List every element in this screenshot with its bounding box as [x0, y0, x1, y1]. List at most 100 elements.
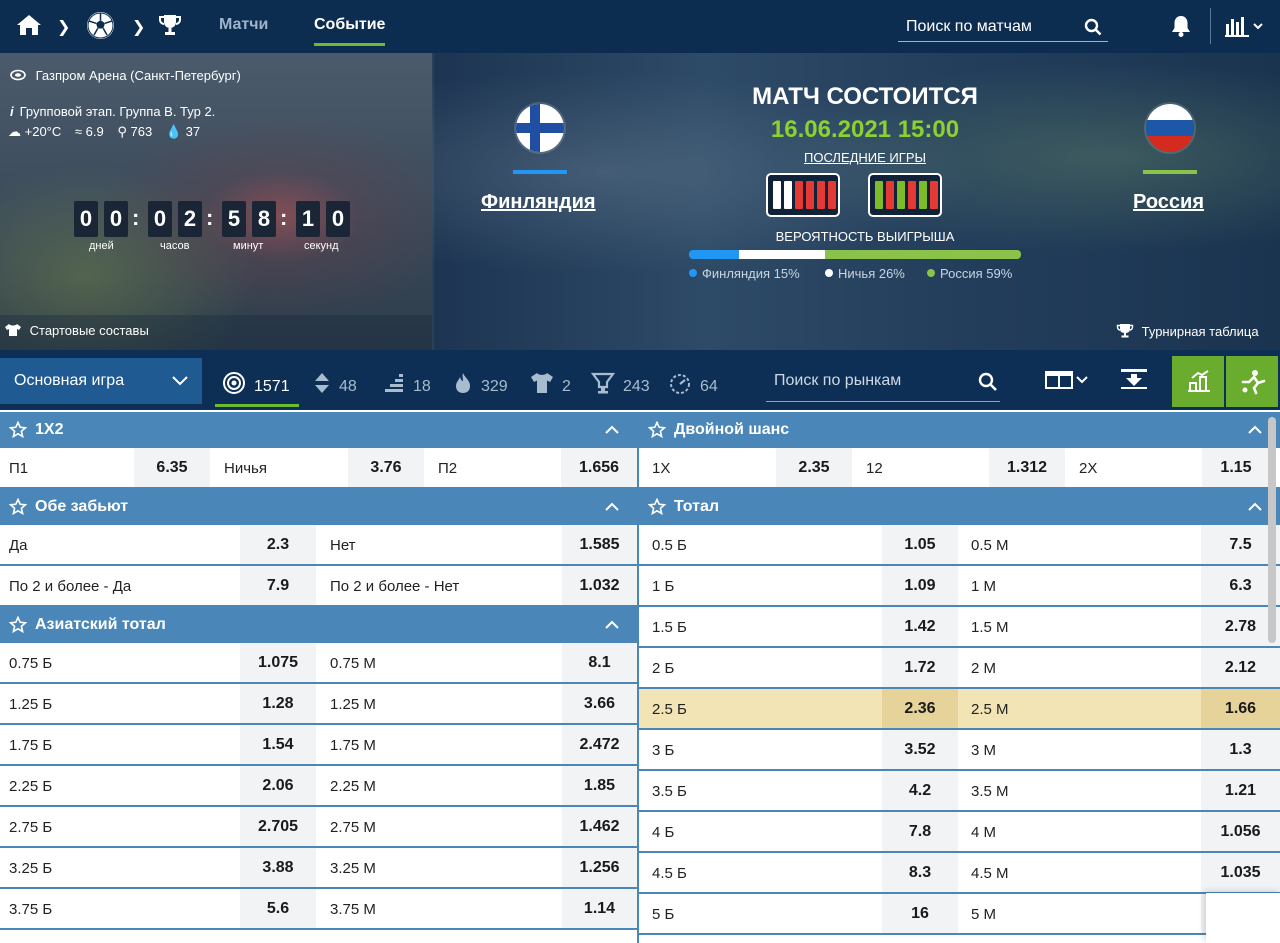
- odds-button[interactable]: 1.056: [1201, 812, 1280, 851]
- odds-button[interactable]: 8.1: [562, 643, 637, 682]
- countdown-separator: :: [206, 205, 214, 230]
- tab-totals[interactable]: 48: [313, 371, 357, 396]
- tab-count: 64: [700, 378, 718, 395]
- odds-button[interactable]: 1.21: [1201, 771, 1280, 810]
- star-icon[interactable]: [9, 421, 27, 439]
- odds-button[interactable]: 1.28: [240, 684, 316, 723]
- bell-icon[interactable]: [1170, 14, 1192, 43]
- odds-button[interactable]: 3.52: [882, 730, 958, 769]
- odds-button[interactable]: 1.462: [562, 807, 637, 846]
- odds-button[interactable]: 7.5: [1201, 525, 1280, 564]
- stats-field-button[interactable]: [1172, 356, 1224, 407]
- odds-button[interactable]: 3.76: [348, 448, 424, 487]
- scrollbar-thumb[interactable]: [1268, 417, 1276, 643]
- countdown-digit: 5: [222, 201, 246, 237]
- odds-button[interactable]: 1.54: [240, 725, 316, 764]
- odds-button[interactable]: 6.35: [134, 448, 210, 487]
- odds-button[interactable]: 1.85: [562, 766, 637, 805]
- market-header-double-chance[interactable]: Двойной шанс: [639, 412, 1280, 448]
- market-header-both-score[interactable]: Обе забьют: [0, 489, 637, 525]
- odds-button[interactable]: 1.256: [562, 848, 637, 887]
- search-icon[interactable]: [978, 372, 998, 392]
- home-icon[interactable]: [16, 13, 42, 42]
- outcome-label: 2.25 Б: [9, 778, 53, 795]
- odds-button[interactable]: 1.585: [562, 525, 637, 564]
- match-search-input[interactable]: Поиск по матчам: [898, 12, 1108, 42]
- weather-info: ☁ +20°C ≈ 6.9 ⚲ 763 💧 37: [8, 124, 200, 140]
- market-header-1x2[interactable]: 1X2: [0, 412, 637, 448]
- lineups-link[interactable]: Стартовые составы: [4, 323, 149, 338]
- trophy-icon[interactable]: [158, 13, 182, 42]
- away-form-box[interactable]: [868, 173, 942, 217]
- odds-button[interactable]: 2.12: [1201, 648, 1280, 687]
- odds-button[interactable]: 2.3: [240, 525, 316, 564]
- football-icon[interactable]: [87, 12, 114, 39]
- odds-button[interactable]: 1.14: [562, 889, 637, 928]
- market-header-total[interactable]: Тотал: [639, 489, 1280, 525]
- odds-button[interactable]: 1.09: [882, 566, 958, 605]
- odds-button[interactable]: 3.66: [562, 684, 637, 723]
- nav-link-matches[interactable]: Матчи: [219, 16, 269, 33]
- star-icon[interactable]: [648, 421, 666, 439]
- odds-button[interactable]: 8.3: [882, 853, 958, 892]
- odds-button[interactable]: 7.8: [882, 812, 958, 851]
- odds-button[interactable]: 1.032: [562, 566, 637, 605]
- odds-button[interactable]: 2.472: [562, 725, 637, 764]
- search-icon[interactable]: [1084, 18, 1102, 36]
- last-games-link[interactable]: ПОСЛЕДНИЕ ИГРЫ: [640, 150, 1090, 165]
- odds-button[interactable]: 1.312: [989, 448, 1065, 487]
- odds-button[interactable]: 1.15: [1202, 448, 1270, 487]
- main-game-dropdown[interactable]: Основная игра: [0, 358, 202, 404]
- tab-periods[interactable]: 64: [668, 371, 718, 396]
- odds-button[interactable]: 3.88: [240, 848, 316, 887]
- odds-button[interactable]: 2.35: [776, 448, 852, 487]
- tab-all-markets[interactable]: 1571: [222, 371, 290, 396]
- star-icon[interactable]: [9, 498, 27, 516]
- market-row: 1 Б 1.09 1 М 6.3: [639, 566, 1280, 607]
- odds-button[interactable]: 2.06: [240, 766, 316, 805]
- chevron-up-icon[interactable]: [605, 502, 619, 511]
- odds-button[interactable]: 2.36: [882, 689, 958, 728]
- odds-button[interactable]: 7.9: [240, 566, 316, 605]
- home-team-name[interactable]: Финляндия: [481, 191, 596, 213]
- live-tracker-button[interactable]: [1226, 356, 1278, 407]
- shirt-icon: [531, 373, 553, 393]
- tab-handicaps[interactable]: 18: [383, 371, 431, 396]
- tab-outrights[interactable]: 243: [590, 371, 650, 396]
- odds-button[interactable]: 2.78: [1201, 607, 1280, 646]
- chevron-up-icon[interactable]: [605, 425, 619, 434]
- standings-link[interactable]: Турнирная таблица: [1116, 323, 1259, 339]
- market-search-input[interactable]: Поиск по рынкам: [766, 366, 1000, 402]
- star-icon[interactable]: [648, 498, 666, 516]
- odds-button[interactable]: 1.3: [1201, 730, 1280, 769]
- star-icon[interactable]: [9, 616, 27, 634]
- odds-button[interactable]: 5.6: [240, 889, 316, 928]
- layout-columns-icon[interactable]: [1045, 366, 1093, 395]
- odds-button[interactable]: 1.72: [882, 648, 958, 687]
- odds-button[interactable]: 1.66: [1201, 689, 1280, 728]
- tab-popular[interactable]: 329: [453, 371, 508, 396]
- odds-button[interactable]: 1.05: [882, 525, 958, 564]
- chevron-up-icon[interactable]: [1248, 425, 1262, 434]
- odds-button[interactable]: 1.075: [240, 643, 316, 682]
- chevron-up-icon[interactable]: [1248, 502, 1262, 511]
- bar-chart-icon[interactable]: [1224, 14, 1266, 43]
- tab-players[interactable]: 2: [530, 371, 571, 396]
- home-form-box[interactable]: [766, 173, 840, 217]
- form-result-win: [919, 181, 927, 209]
- market-header-asian-total[interactable]: Азиатский тотал: [0, 607, 637, 643]
- collapse-all-icon[interactable]: [1120, 366, 1148, 395]
- odds-button[interactable]: 1.42: [882, 607, 958, 646]
- odds-button[interactable]: 16: [882, 894, 958, 933]
- odds-button[interactable]: 1.035: [1201, 853, 1280, 892]
- odds-button[interactable]: 1.656: [561, 448, 637, 487]
- odds-button[interactable]: 2.705: [240, 807, 316, 846]
- away-team-name[interactable]: Россия: [1133, 191, 1205, 213]
- market-tabs-bar: Основная игра 1571 48 18 329 2 243 64 По…: [0, 350, 1280, 410]
- countdown-separator: :: [132, 205, 140, 230]
- odds-button[interactable]: 4.2: [882, 771, 958, 810]
- nav-link-event[interactable]: Событие: [314, 16, 386, 46]
- countdown-minutes-label: минут: [233, 240, 264, 252]
- chevron-up-icon[interactable]: [605, 620, 619, 629]
- odds-button[interactable]: 6.3: [1201, 566, 1280, 605]
